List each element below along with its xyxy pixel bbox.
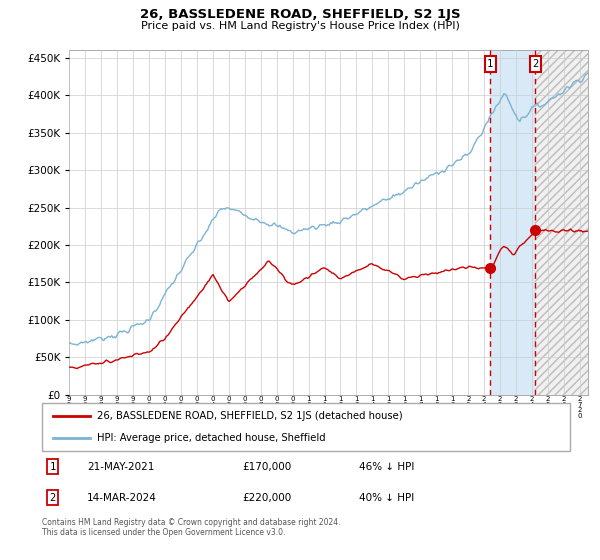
Bar xyxy=(490,50,535,395)
Text: 14-MAR-2024: 14-MAR-2024 xyxy=(87,493,157,503)
Text: Contains HM Land Registry data © Crown copyright and database right 2024.
This d: Contains HM Land Registry data © Crown c… xyxy=(42,518,341,538)
Text: 40% ↓ HPI: 40% ↓ HPI xyxy=(359,493,414,503)
Text: 1: 1 xyxy=(49,461,56,472)
Text: 46% ↓ HPI: 46% ↓ HPI xyxy=(359,461,414,472)
Text: £220,000: £220,000 xyxy=(242,493,292,503)
Text: Price paid vs. HM Land Registry's House Price Index (HPI): Price paid vs. HM Land Registry's House … xyxy=(140,21,460,31)
Text: 2: 2 xyxy=(532,59,538,69)
Text: 21-MAY-2021: 21-MAY-2021 xyxy=(87,461,154,472)
FancyBboxPatch shape xyxy=(42,403,570,451)
Text: HPI: Average price, detached house, Sheffield: HPI: Average price, detached house, Shef… xyxy=(97,433,326,443)
Bar xyxy=(535,50,588,395)
Text: 26, BASSLEDENE ROAD, SHEFFIELD, S2 1JS (detached house): 26, BASSLEDENE ROAD, SHEFFIELD, S2 1JS (… xyxy=(97,411,403,421)
Text: £170,000: £170,000 xyxy=(242,461,292,472)
Text: 1: 1 xyxy=(487,59,493,69)
Text: 2: 2 xyxy=(49,493,56,503)
Text: 26, BASSLEDENE ROAD, SHEFFIELD, S2 1JS: 26, BASSLEDENE ROAD, SHEFFIELD, S2 1JS xyxy=(140,8,460,21)
